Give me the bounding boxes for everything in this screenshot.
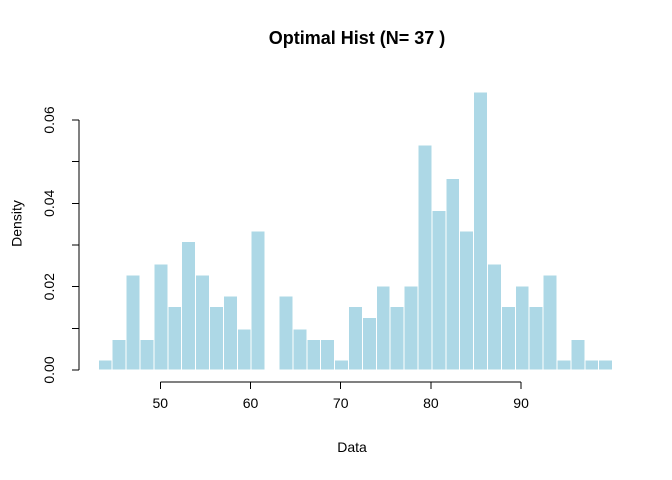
x-tick-label: 50: [153, 395, 169, 411]
histogram-bar: [348, 306, 363, 371]
histogram-bar: [334, 359, 350, 371]
y-tick-label: 0.00: [41, 356, 57, 383]
histogram-bar: [167, 306, 183, 371]
histogram-bar: [222, 295, 238, 371]
histogram-bar: [431, 209, 447, 371]
histogram-bar: [570, 339, 586, 371]
x-tick-label: 80: [423, 395, 439, 411]
histogram-bar: [320, 339, 336, 371]
y-tick-label: 0.04: [41, 189, 57, 216]
chart-title: Optimal Hist (N= 37 ): [268, 28, 446, 48]
x-tick-label: 90: [513, 395, 529, 411]
histogram-bar: [111, 339, 127, 371]
histogram-bar: [403, 285, 419, 371]
histogram-bar: [153, 263, 169, 371]
histogram-bar: [306, 339, 322, 371]
histogram-bar: [445, 177, 461, 371]
histogram-bar: [514, 285, 530, 371]
histogram-bar: [139, 339, 155, 371]
histogram-bar: [542, 274, 558, 371]
histogram-bar: [375, 285, 391, 371]
histogram-bar: [389, 306, 405, 371]
histogram-bar: [361, 317, 377, 371]
histogram-bar: [584, 359, 600, 371]
histogram-bar: [556, 359, 572, 371]
y-tick-label: 0.02: [41, 273, 57, 300]
x-axis-label: Data: [337, 439, 367, 455]
histogram-bar: [97, 359, 113, 371]
histogram-bar: [417, 144, 433, 371]
histogram-bar: [528, 306, 544, 371]
histogram-bar: [500, 306, 516, 371]
y-axis-label: Density: [8, 200, 25, 247]
histogram-bar: [125, 274, 141, 371]
histogram-bar: [487, 263, 502, 371]
y-tick-label: 0.06: [41, 106, 57, 133]
histogram-bar: [292, 328, 308, 371]
x-tick-label: 70: [333, 395, 349, 411]
histogram-bar: [236, 328, 252, 371]
histogram-bar: [250, 230, 266, 371]
histogram-bar: [473, 91, 489, 371]
histogram-bar: [181, 241, 197, 371]
histogram-bar: [598, 359, 614, 371]
x-tick-label: 60: [243, 395, 259, 411]
histogram-bar: [209, 306, 224, 371]
histogram-bar: [459, 230, 475, 371]
histogram-bar: [278, 295, 294, 371]
histogram-bar: [195, 274, 211, 371]
